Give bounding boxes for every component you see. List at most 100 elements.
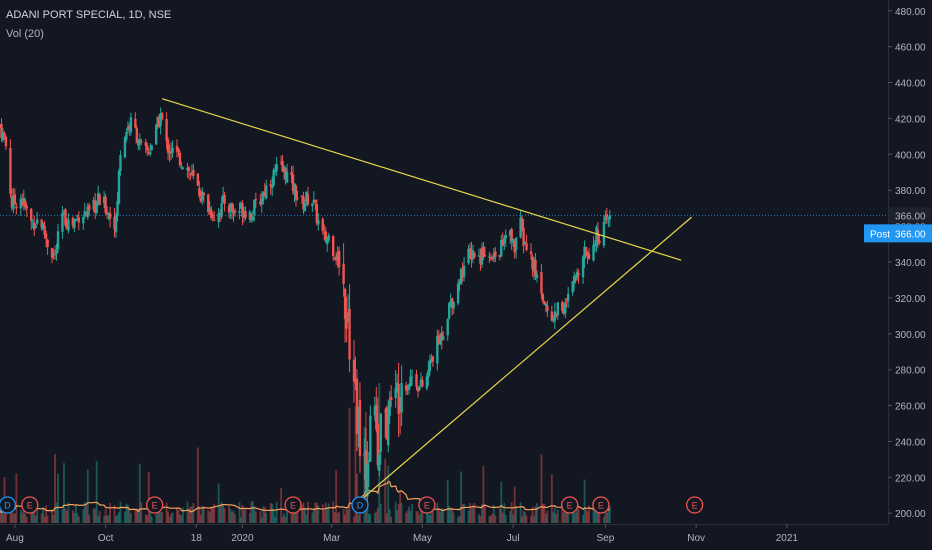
candle	[439, 333, 442, 346]
candle	[250, 212, 253, 223]
volume-bar	[190, 506, 193, 523]
volume-bar	[11, 511, 13, 523]
volume-bar	[2, 506, 4, 523]
volume-bar	[460, 471, 463, 523]
candle	[178, 150, 182, 168]
volume-bar	[98, 511, 101, 523]
candle	[55, 243, 58, 261]
candle-body	[419, 379, 423, 386]
candle-body	[608, 215, 612, 220]
candle-body	[461, 270, 464, 278]
volume-bar	[312, 509, 315, 523]
candle-body	[92, 199, 95, 210]
volume-bar	[182, 507, 184, 523]
candle	[232, 204, 235, 222]
candle	[241, 200, 244, 226]
volume-bar	[137, 508, 140, 523]
candle-body	[584, 246, 588, 254]
candle-body	[404, 385, 408, 391]
candle-body	[564, 303, 567, 314]
volume-indicator-label[interactable]: Vol (20)	[6, 28, 44, 40]
volume-bar	[33, 506, 36, 523]
event-marker-label: E	[567, 501, 573, 511]
volume-bar	[201, 506, 204, 523]
candle-body	[202, 193, 205, 196]
candle	[242, 206, 246, 223]
candle-body	[232, 211, 235, 214]
candle	[479, 248, 482, 271]
candle	[296, 190, 299, 201]
volume-bar	[500, 481, 503, 523]
candle-body	[326, 238, 329, 245]
candle	[404, 382, 408, 396]
candle	[367, 451, 371, 487]
volume-bar	[561, 505, 564, 523]
volume-bar	[198, 506, 201, 523]
candle	[175, 139, 179, 158]
candle-body	[593, 243, 597, 247]
candle-body	[363, 453, 366, 456]
event-marker-label: E	[424, 501, 430, 511]
candle	[470, 241, 473, 268]
candle	[0, 118, 3, 142]
candle	[212, 211, 216, 221]
candle	[229, 202, 232, 220]
candle-body	[553, 311, 557, 322]
candle	[146, 142, 149, 156]
volume-bar	[553, 507, 556, 523]
candle-body	[504, 234, 507, 239]
volume-bar	[311, 512, 314, 523]
candle-body	[556, 302, 559, 316]
candle-body	[500, 240, 503, 257]
volume-bar	[85, 505, 88, 523]
candle	[248, 209, 252, 223]
candle-body	[196, 173, 200, 186]
volume-bar	[594, 510, 596, 523]
volume-bar	[24, 513, 27, 523]
candle-body	[366, 463, 369, 497]
volume-bar	[74, 505, 77, 523]
volume-bar	[327, 503, 330, 523]
volume-bar	[448, 505, 451, 523]
candle-body	[40, 219, 43, 228]
volume-bar	[504, 515, 507, 523]
candle	[384, 408, 387, 438]
candle-body	[244, 210, 247, 219]
candle-body	[342, 263, 345, 284]
candle	[608, 209, 612, 227]
candle	[395, 373, 399, 393]
volume-bar	[272, 510, 275, 523]
candle-body	[571, 281, 574, 293]
candle-body	[207, 194, 210, 212]
candle-body	[428, 360, 432, 372]
post-tag-bg	[864, 224, 932, 243]
candle	[546, 300, 549, 317]
candle-body	[86, 206, 89, 217]
event-marker-d: D	[0, 496, 17, 514]
candle-body	[315, 203, 319, 224]
volume-bar	[42, 507, 45, 523]
volume-bar	[21, 512, 24, 523]
candle	[220, 196, 223, 220]
candle-body	[598, 240, 601, 244]
candle-body	[354, 380, 357, 384]
candle	[461, 262, 464, 282]
candle-body	[31, 220, 34, 222]
volume-bar	[409, 511, 412, 523]
x-tick-label: Mar	[323, 533, 341, 544]
candle	[140, 138, 143, 146]
candle	[511, 238, 515, 247]
volume-bar	[333, 511, 336, 523]
volume-bar	[207, 510, 210, 523]
candle-body	[241, 202, 244, 217]
volume-bar	[119, 501, 122, 523]
candle-body	[126, 127, 130, 131]
volume-bar	[345, 508, 348, 523]
volume-bar	[546, 510, 549, 523]
candle	[159, 107, 162, 135]
candle-body	[33, 222, 36, 230]
candle-body	[306, 194, 310, 205]
candle	[117, 168, 121, 205]
candle	[284, 166, 287, 185]
